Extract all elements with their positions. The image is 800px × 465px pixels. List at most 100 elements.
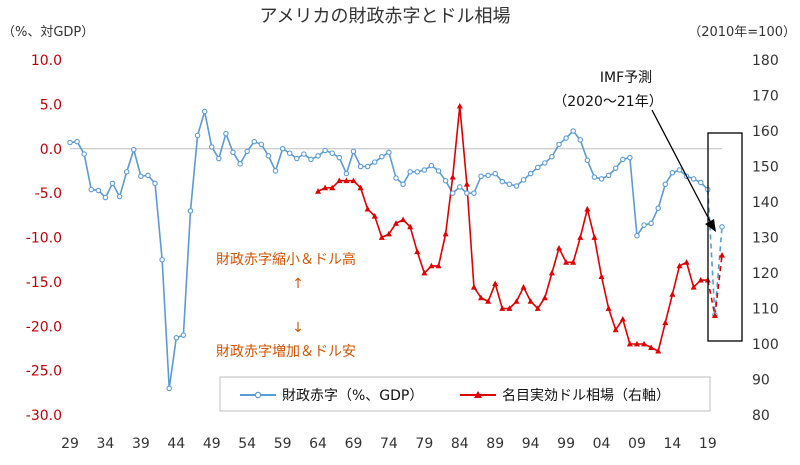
x-tick-label: 34 — [97, 436, 115, 452]
deficit-point — [400, 181, 406, 188]
dollar-point — [690, 284, 697, 290]
deficit-point — [173, 335, 180, 341]
dollar-point — [591, 234, 598, 240]
dollar-forecast-point — [711, 312, 718, 318]
deficit-point — [251, 138, 258, 145]
deficit-point — [435, 168, 442, 174]
left-tick-label: -25.0 — [26, 364, 62, 380]
deficit-point — [88, 186, 95, 193]
deficit-point — [513, 183, 520, 189]
right-tick-label: 90 — [752, 373, 770, 389]
dollar-point — [577, 234, 584, 240]
legend-dollar-label: 名目実効ドル相場（右軸） — [502, 388, 670, 404]
dollar-point — [619, 315, 626, 322]
deficit-point — [145, 172, 151, 179]
x-tick-label: 94 — [522, 436, 540, 452]
x-tick-label: 09 — [628, 436, 646, 452]
deficit-point — [570, 128, 576, 134]
deficit-point — [506, 181, 513, 188]
dollar-point — [400, 216, 407, 223]
deficit-point — [159, 256, 165, 263]
dollar-forecast-point — [719, 252, 725, 258]
deficit-point — [343, 170, 350, 177]
deficit-point — [598, 176, 605, 182]
deficit-point — [216, 155, 222, 162]
dollar-point — [626, 340, 633, 347]
right-tick-label: 160 — [752, 124, 779, 140]
deficit-point — [279, 146, 286, 152]
deficit-point — [371, 159, 378, 165]
dollar-point — [669, 291, 676, 297]
deficit-point — [322, 147, 328, 154]
deficit-point — [74, 138, 80, 145]
deficit-point — [449, 190, 456, 196]
dollar-point — [478, 294, 485, 301]
deficit-point — [676, 167, 683, 173]
right-axis-unit: （2010年=100） — [688, 25, 796, 40]
deficit-point — [350, 148, 357, 155]
dollar-point — [492, 280, 499, 287]
deficit-point — [386, 149, 392, 156]
x-tick-label: 49 — [203, 436, 221, 452]
dollar-point — [456, 102, 463, 109]
dollar-point — [506, 305, 513, 311]
x-tick-label: 79 — [415, 436, 433, 452]
deficit-point — [556, 141, 562, 148]
dollar-point — [407, 223, 414, 230]
right-tick-label: 170 — [752, 89, 779, 105]
right-tick-label: 180 — [752, 53, 779, 69]
deficit-point — [237, 161, 243, 167]
dollar-point — [428, 262, 435, 269]
x-axis-ticks: 29 34 39 44 49 54 59 64 69 74 79 84 89 94 99 04 09 14 19 — [61, 436, 717, 452]
dollar-point — [534, 305, 541, 311]
deficit-point — [166, 385, 172, 392]
forecast-period-label: （2020～21年） — [553, 94, 662, 110]
deficit-point — [315, 153, 321, 159]
dollar-point — [315, 188, 322, 194]
deficit-point — [697, 179, 704, 186]
deficit-point — [308, 156, 314, 163]
deficit-point — [138, 173, 144, 180]
deficit-point — [329, 150, 335, 156]
deficit-point — [379, 153, 385, 160]
dollar-point — [449, 173, 456, 180]
dollar-point — [598, 273, 605, 279]
deficit-point — [641, 222, 647, 228]
deficit-point — [230, 149, 236, 156]
right-tick-label: 80 — [752, 408, 770, 424]
annotation-down-arrow: ↓ — [292, 320, 304, 336]
x-tick-label: 69 — [345, 436, 363, 452]
deficit-point — [357, 163, 364, 170]
deficit-point — [187, 208, 194, 214]
deficit-point — [591, 174, 598, 180]
forecast-box — [707, 132, 743, 342]
deficit-point — [563, 135, 569, 141]
deficit-point — [336, 154, 343, 161]
dollar-point — [513, 298, 520, 304]
deficit-point — [414, 169, 421, 175]
x-tick-label: 99 — [557, 436, 575, 452]
dollar-point — [605, 305, 612, 311]
left-tick-label: -10.0 — [26, 231, 62, 247]
x-tick-label: 59 — [274, 436, 292, 452]
dollar-point — [463, 181, 470, 187]
deficit-point — [612, 165, 619, 172]
dollar-point — [697, 276, 704, 283]
deficit-point — [258, 141, 265, 148]
right-tick-label: 140 — [752, 195, 779, 211]
dollar-point — [641, 340, 648, 347]
deficit-point — [407, 169, 413, 175]
x-tick-label: 04 — [593, 436, 611, 452]
x-tick-label: 39 — [132, 436, 150, 452]
dollar-point — [385, 230, 392, 237]
left-tick-label: -30.0 — [26, 408, 62, 424]
deficit-point — [605, 172, 612, 179]
deficit-point — [542, 160, 548, 166]
dollar-point — [485, 298, 492, 304]
deficit-point — [662, 181, 669, 188]
deficit-point — [627, 154, 633, 161]
annotation-deficit-weak-dollar: 財政赤字増加＆ドル安 — [216, 344, 356, 360]
left-axis-ticks: 10.0 5.0 0.0 -5.0 -10.0 -15.0 -20.0 -25.0 -30.0 — [26, 53, 62, 424]
dollar-point — [683, 259, 690, 265]
